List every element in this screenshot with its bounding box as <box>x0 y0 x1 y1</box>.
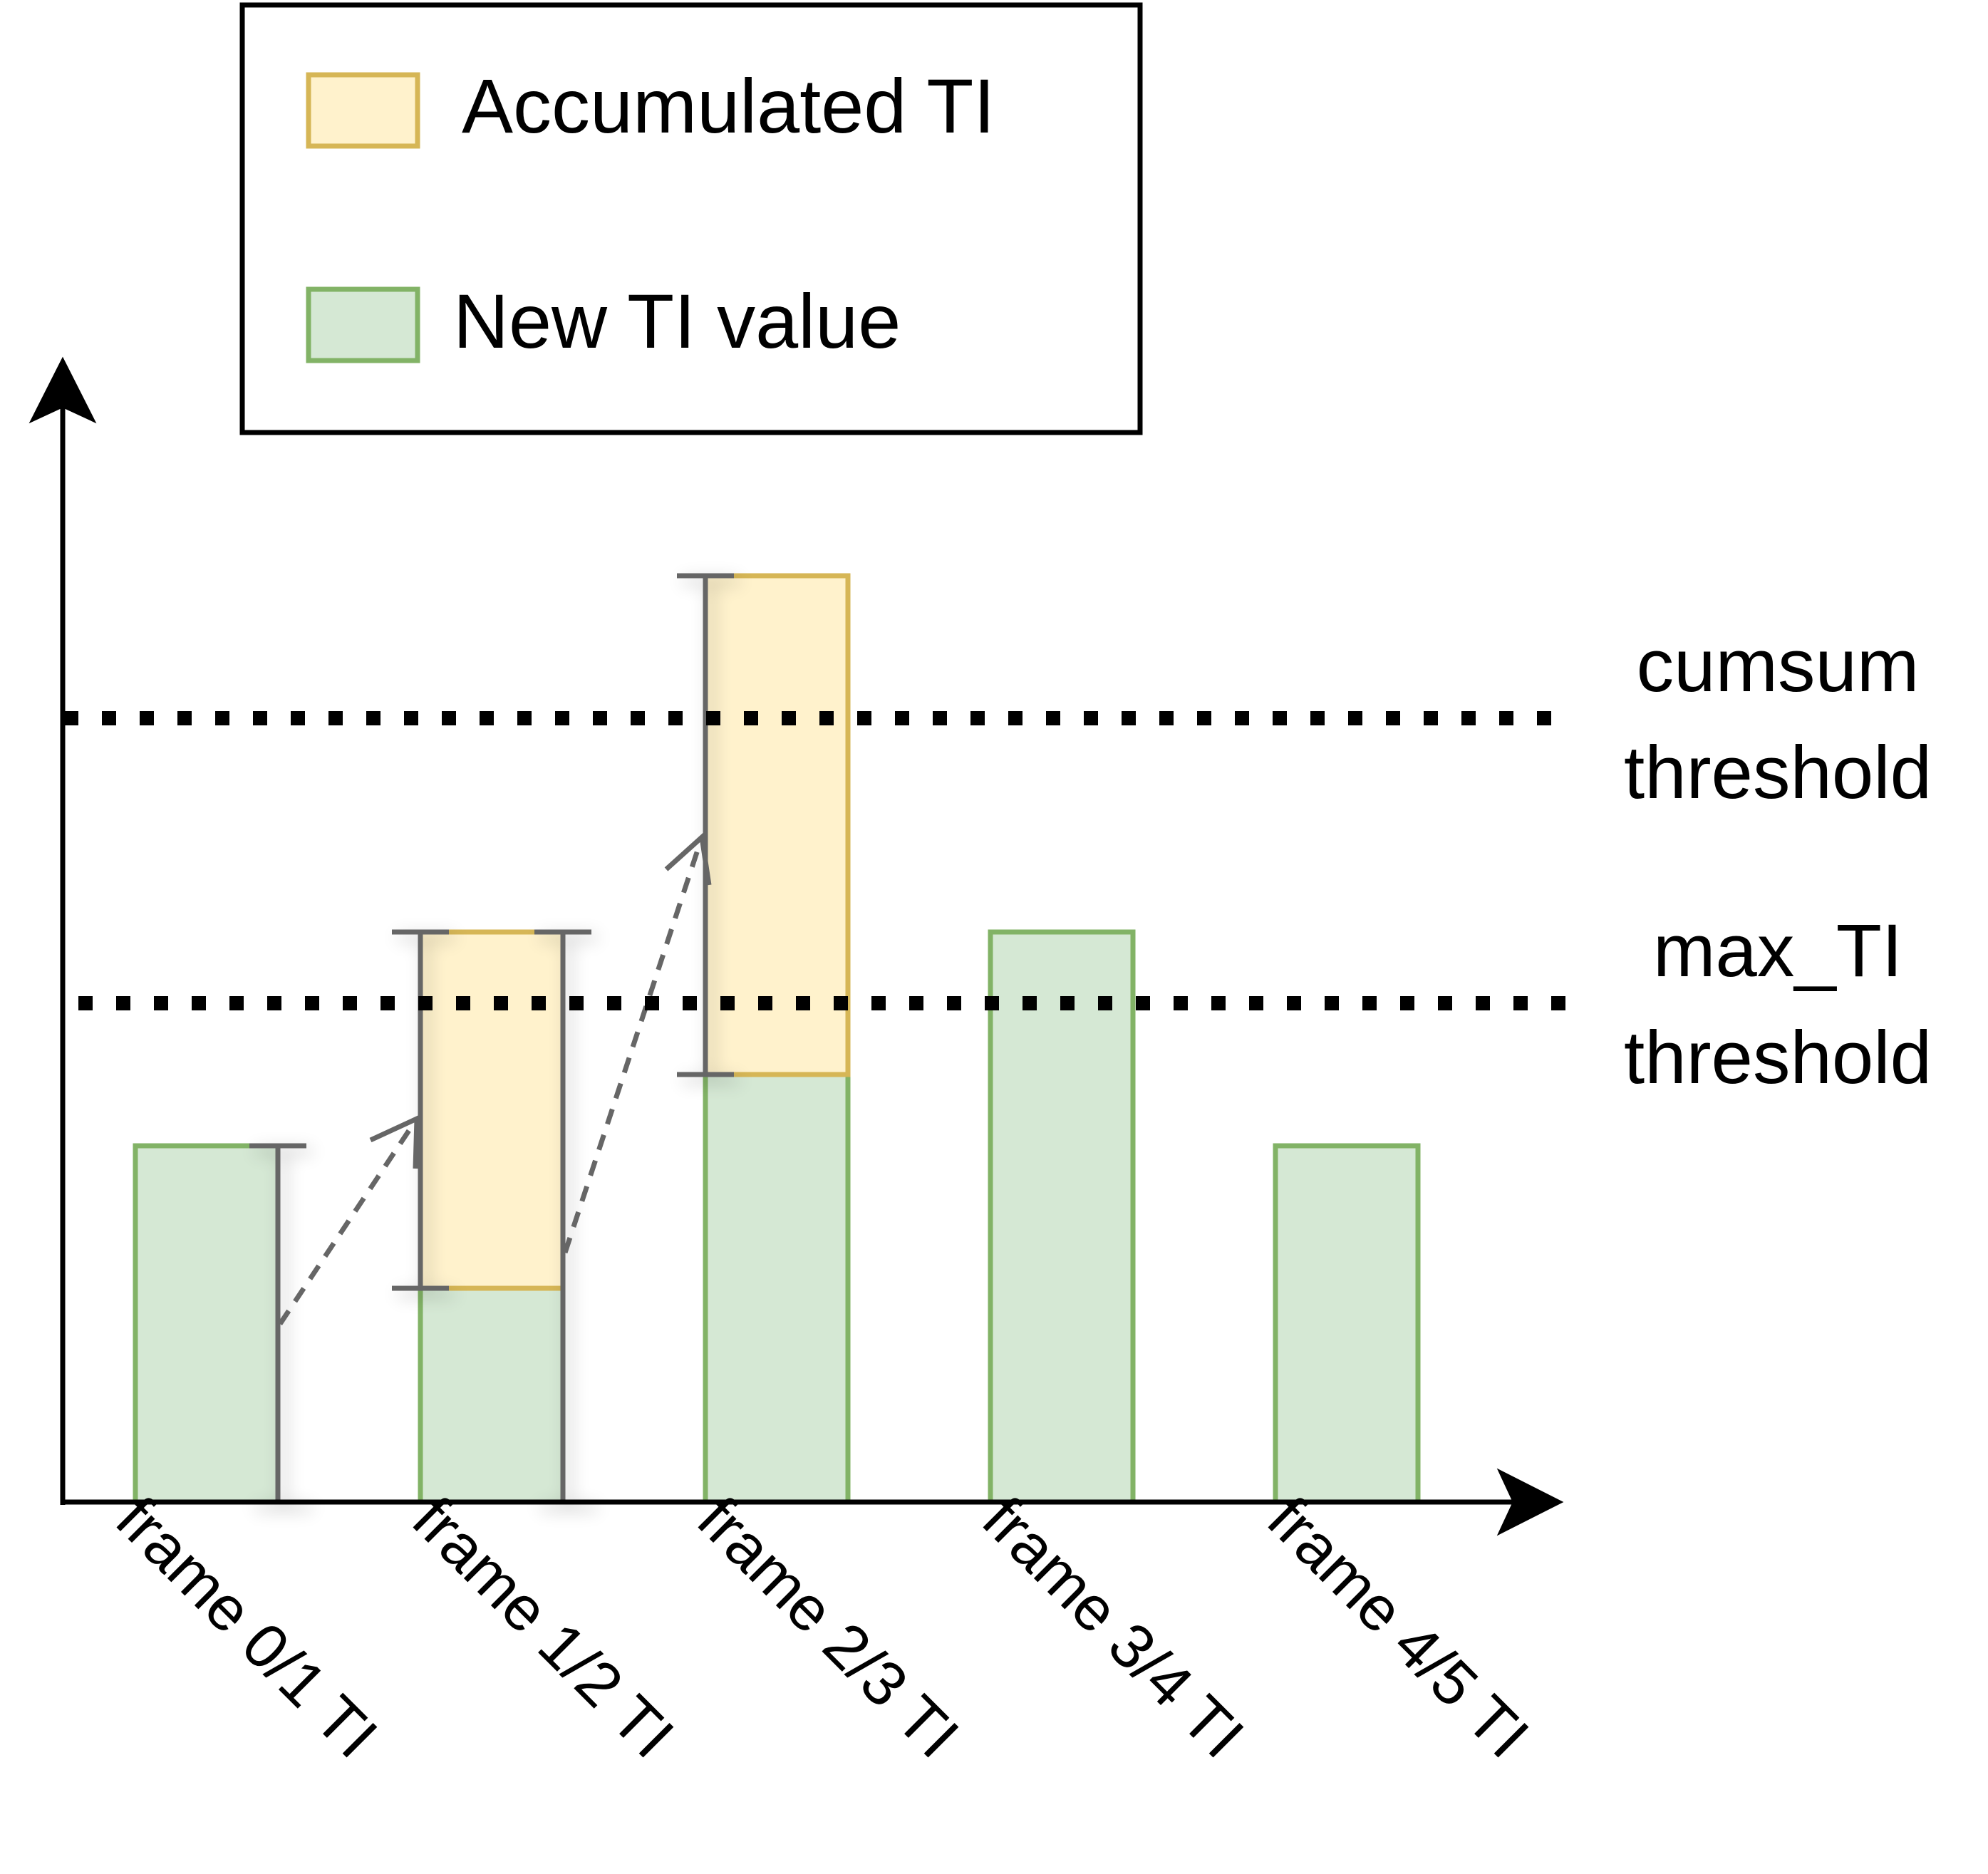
bar-accumulated-frame-1-2 <box>418 929 566 1291</box>
transfer-arrows <box>278 832 712 1325</box>
x-axis-arrowhead-icon <box>1496 1468 1564 1536</box>
brackets <box>249 573 734 1505</box>
legend-swatch-accumulated <box>306 72 420 149</box>
bar-new-frame-0-1 <box>133 1143 281 1505</box>
max-ti-threshold-label-line2: threshold <box>1624 1016 1932 1099</box>
max-ti-threshold-label-line1: max_TI <box>1653 909 1902 993</box>
bracket-frame-1-2-left <box>392 929 449 1291</box>
cumsum-threshold-label-line1: cumsum <box>1637 624 1920 708</box>
axes <box>29 356 1564 1536</box>
threshold-lines <box>64 711 1589 1010</box>
frame-label-4-5: frame 4/5 TI <box>1255 1483 1543 1771</box>
cumsum-threshold-label-line2: threshold <box>1624 731 1932 814</box>
legend-label-accumulated: Accumulated TI <box>462 63 995 149</box>
bar-new-frame-1-2 <box>418 1285 566 1505</box>
bar-new-frame-4-5 <box>1273 1143 1421 1505</box>
frame-label-1-2: frame 1/2 TI <box>400 1483 688 1771</box>
frame-label-2-3: frame 2/3 TI <box>685 1483 973 1771</box>
legend-label-new: New TI value <box>453 278 901 364</box>
y-axis-arrowhead-icon <box>29 356 97 424</box>
bar-new-frame-3-4 <box>988 929 1136 1505</box>
legend-swatch-new <box>306 286 420 363</box>
bar-new-frame-2-3 <box>703 1072 851 1505</box>
frame-label-3-4: frame 3/4 TI <box>970 1483 1258 1771</box>
accumulated-ti-bars <box>418 573 851 1291</box>
arrow-frame-0-1-to-1-2 <box>278 1114 420 1325</box>
frame-labels: frame 0/1 TI frame 1/2 TI frame 2/3 TI f… <box>103 1483 1543 1771</box>
threshold-labels: cumsum threshold max_TI threshold <box>1624 624 1932 1099</box>
frame-label-0-1: frame 0/1 TI <box>103 1483 391 1771</box>
arrow-frame-1-2-to-2-3 <box>562 832 712 1254</box>
bracket-frame-2-3-left <box>677 573 734 1077</box>
legend: Accumulated TI New TI value <box>239 2 1143 435</box>
